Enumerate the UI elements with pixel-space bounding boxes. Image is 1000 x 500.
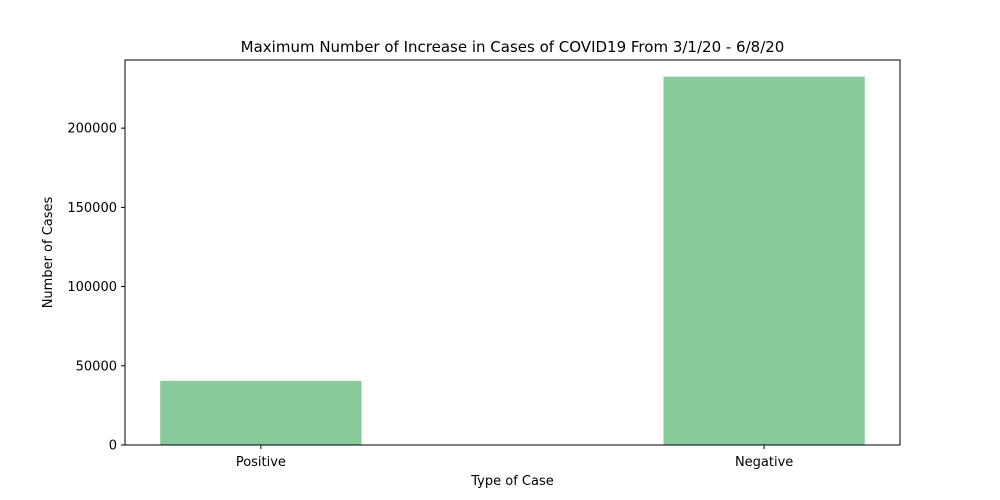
chart-title: Maximum Number of Increase in Cases of C…	[241, 38, 785, 56]
y-tick-label: 0	[109, 439, 117, 454]
bars-group	[160, 76, 865, 445]
x-tick-label-positive: Positive	[236, 455, 286, 470]
x-axis-label: Type of Case	[470, 474, 553, 489]
bar-positive	[160, 380, 362, 445]
y-tick-label: 100000	[67, 280, 117, 295]
y-tick-label: 200000	[67, 122, 117, 137]
bar-negative	[663, 76, 865, 445]
plot-frame	[124, 59, 901, 446]
y-axis-ticks: 0 50000 100000 150000 200000	[67, 122, 125, 454]
y-axis-label: Number of Cases	[41, 196, 56, 308]
x-tick-label-negative: Negative	[735, 455, 793, 470]
y-tick-label: 150000	[67, 201, 117, 216]
y-tick-label: 50000	[76, 359, 117, 374]
x-axis-ticks: Positive Negative	[236, 445, 793, 470]
